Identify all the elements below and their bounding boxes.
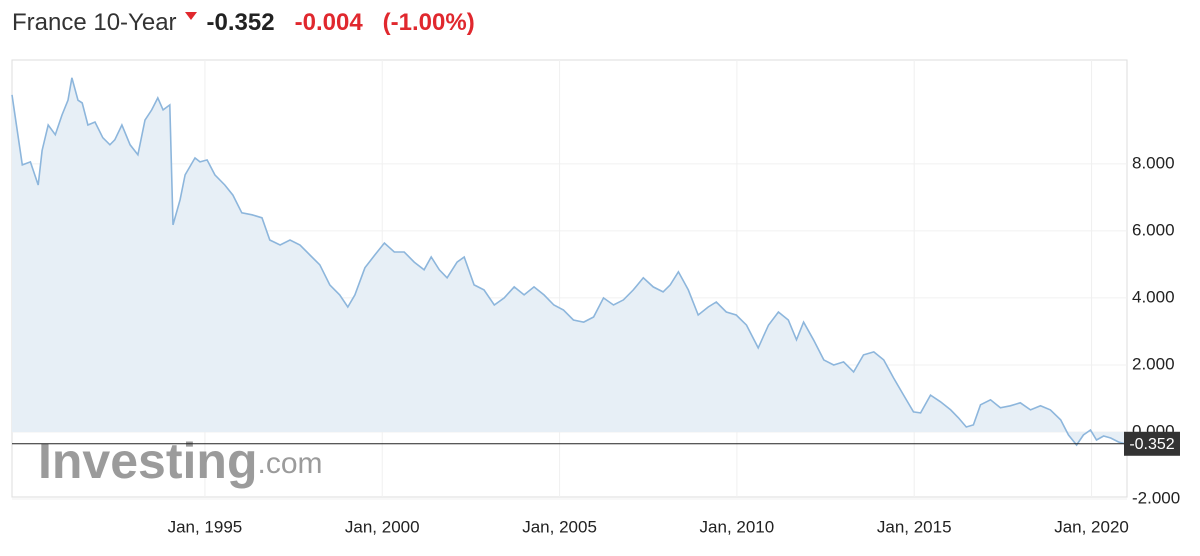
y-tick-label: 2.000 [1132,354,1175,373]
x-tick-label: Jan, 2010 [700,517,775,536]
y-tick-label: 4.000 [1132,287,1175,306]
x-tick-label: Jan, 1995 [168,517,243,536]
title: France 10-Year [12,9,177,36]
watermark-suffix: .com [257,447,322,480]
change-percent: (-1.00%) [382,9,475,36]
x-tick-label: Jan, 2020 [1054,517,1129,536]
last-value-box [1124,431,1180,456]
change: -0.004 [294,9,363,36]
x-tick-label: Jan, 2015 [877,517,952,536]
y-tick-label: 8.000 [1132,153,1175,172]
line [11,77,1126,447]
x-tick-label: Jan, 2000 [345,517,420,536]
down-arrow [184,12,197,20]
y-tick-label: -2.000 [1132,488,1180,507]
header: France 10-Year -0.352 -0.004 (-1.00%) [12,6,495,40]
x-tick-label: Jan, 2005 [522,517,597,536]
watermark: Investing.com [38,433,323,489]
y-tick-label: 6.000 [1132,220,1175,239]
watermark-brand: Investing [38,433,257,489]
last-value-label: -0.352 [1129,436,1174,453]
price: -0.352 [206,9,275,36]
area [12,77,1126,446]
